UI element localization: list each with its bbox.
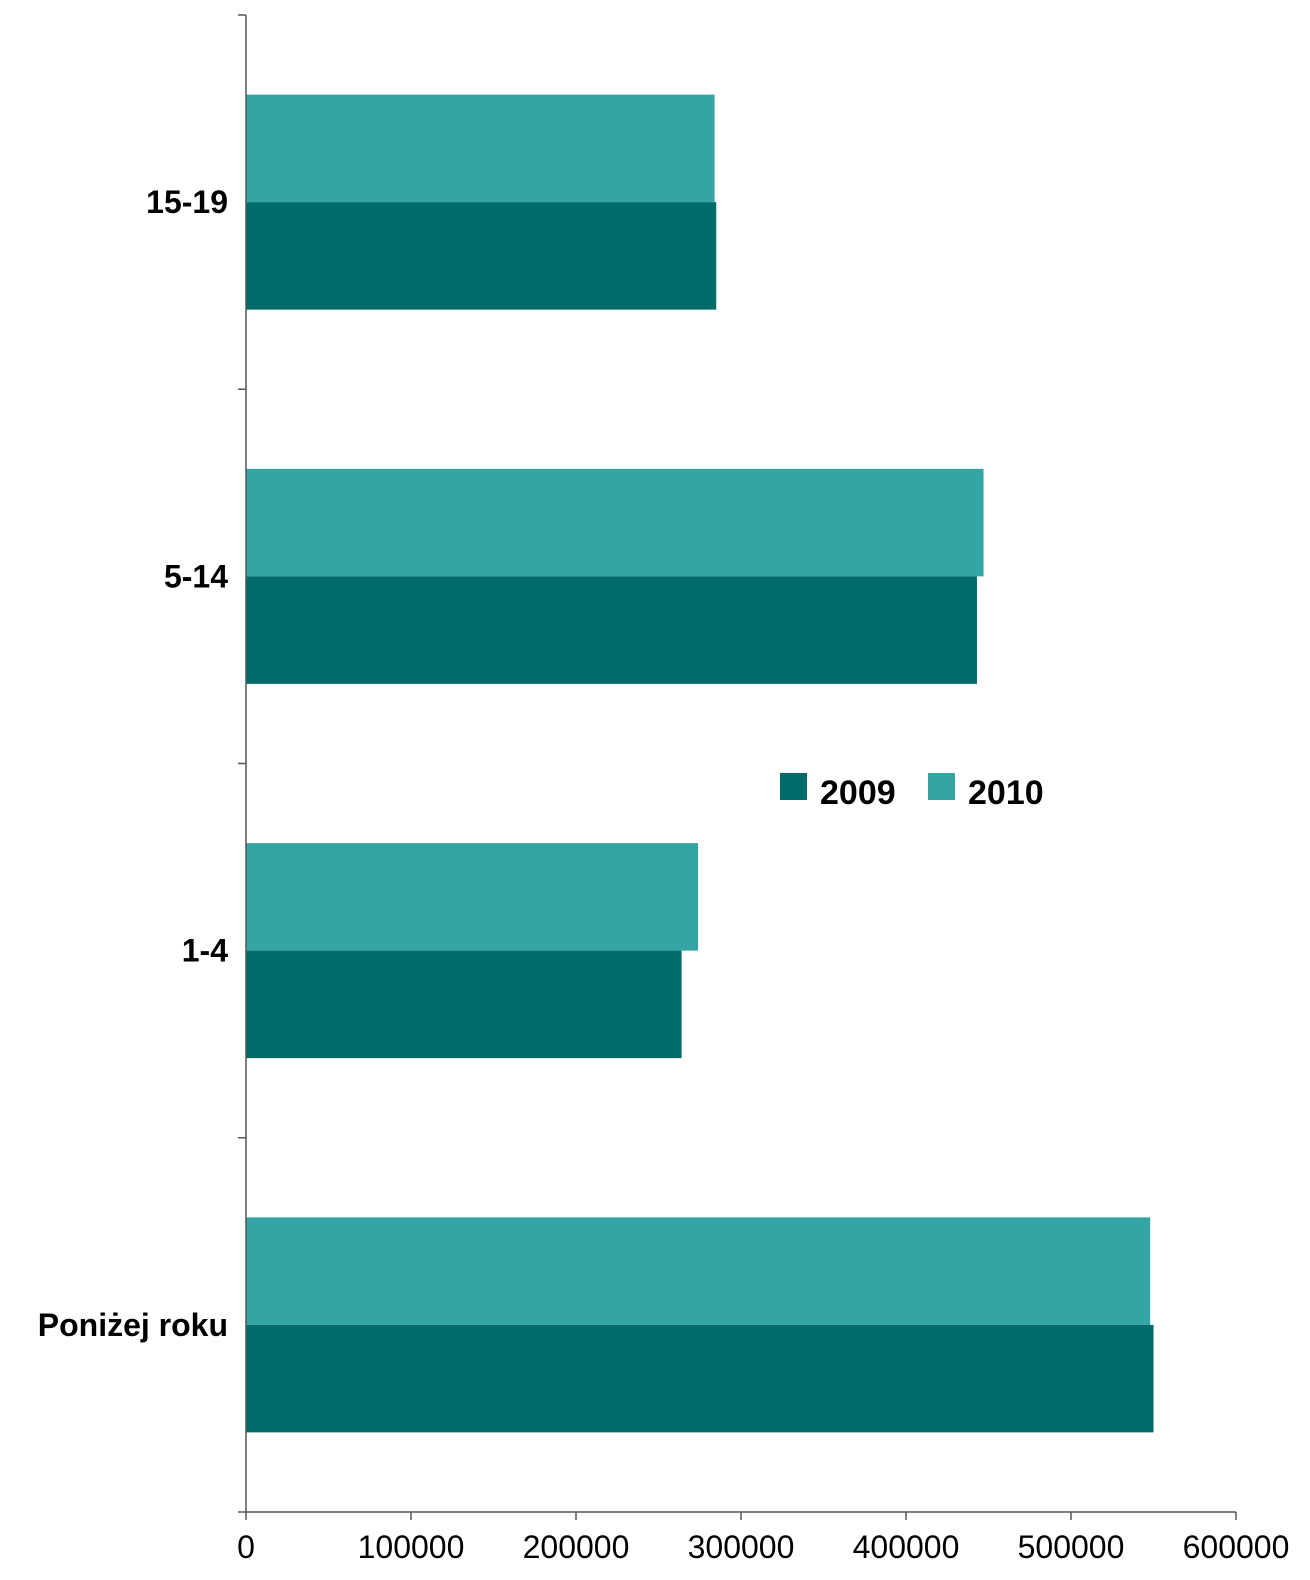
legend-label-2009: 2009: [820, 774, 896, 812]
bar-2009-Poniżej-roku: [246, 1324, 1154, 1433]
x-tick-label: 0: [237, 1529, 255, 1565]
bar-2010-5-14: [246, 468, 984, 577]
legend-label-2010: 2010: [968, 774, 1044, 812]
x-tick-label: 300000: [688, 1529, 795, 1565]
x-tick-label: 200000: [523, 1529, 630, 1565]
bar-2009-5-14: [246, 576, 977, 684]
bar-2010-1-4: [246, 843, 699, 951]
bar-2009-1-4: [246, 950, 682, 1059]
category-label: 15-19: [146, 184, 228, 220]
x-ticks: 0 100000 200000 300000 400000 500000 600000: [237, 1512, 1289, 1565]
x-tick-label: 400000: [853, 1529, 960, 1565]
category-ticks: Poniżej roku 1-4 5-14 15-19: [38, 14, 246, 1513]
category-label: 1-4: [182, 933, 228, 969]
category-label: 5-14: [164, 558, 228, 594]
x-tick-label: 500000: [1018, 1529, 1125, 1565]
bars-group: [246, 94, 1154, 1433]
category-label: Poniżej roku: [38, 1307, 228, 1343]
bar-2010-Poniżej-roku: [246, 1217, 1151, 1325]
legend-swatch-2010: [928, 773, 955, 800]
bar-2009-15-19: [246, 202, 717, 310]
bar-2010-15-19: [246, 94, 715, 203]
legend: 2009 2010: [780, 773, 1044, 812]
x-tick-label: 100000: [358, 1529, 465, 1565]
x-tick-label: 600000: [1183, 1529, 1290, 1565]
legend-swatch-2009: [780, 773, 807, 800]
